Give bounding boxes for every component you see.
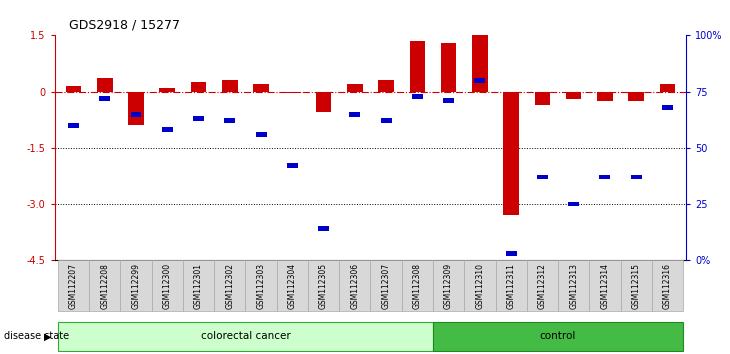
Text: GSM112309: GSM112309 [444, 263, 453, 309]
Bar [474, 78, 485, 83]
Text: GSM112301: GSM112301 [194, 263, 203, 309]
Bar [287, 163, 298, 168]
Bar [131, 112, 142, 116]
Bar [620, 260, 652, 312]
Bar [222, 80, 238, 92]
Bar [285, 92, 300, 93]
Text: GSM112303: GSM112303 [256, 263, 266, 309]
Bar [308, 260, 339, 312]
Bar [193, 116, 204, 121]
Text: GDS2918 / 15277: GDS2918 / 15277 [69, 19, 180, 32]
Bar [597, 92, 612, 101]
Bar [443, 98, 454, 103]
Bar [662, 105, 673, 110]
Bar [89, 260, 120, 312]
Bar [629, 92, 644, 101]
Bar [464, 260, 496, 312]
Bar [339, 260, 370, 312]
Bar [496, 260, 527, 312]
Text: GSM112315: GSM112315 [631, 263, 641, 309]
Bar [58, 260, 89, 312]
Text: GSM112207: GSM112207 [69, 263, 78, 309]
Text: ▶: ▶ [44, 331, 51, 341]
Bar [558, 260, 589, 312]
Bar [631, 175, 642, 179]
Bar [97, 79, 112, 92]
Text: GSM112316: GSM112316 [663, 263, 672, 309]
Bar [159, 88, 175, 92]
Bar [350, 112, 361, 116]
Bar [162, 127, 173, 132]
Bar [128, 92, 144, 125]
Bar [412, 94, 423, 98]
Text: colorectal cancer: colorectal cancer [201, 331, 291, 341]
Bar [245, 260, 277, 312]
Bar [589, 260, 620, 312]
Text: GSM112300: GSM112300 [163, 263, 172, 309]
Bar [99, 96, 110, 101]
Text: GSM112302: GSM112302 [226, 263, 234, 309]
Bar [537, 175, 548, 179]
Bar [68, 123, 79, 128]
Bar [568, 201, 579, 206]
Text: control: control [540, 331, 576, 341]
Bar [660, 84, 675, 92]
Text: GSM112305: GSM112305 [319, 263, 328, 309]
Bar [506, 251, 517, 256]
Bar [433, 322, 683, 350]
Bar [472, 35, 488, 92]
Text: GSM112313: GSM112313 [569, 263, 578, 309]
Bar [378, 80, 394, 92]
Bar [318, 226, 329, 231]
Bar [277, 260, 308, 312]
Bar [224, 118, 235, 123]
Text: GSM112312: GSM112312 [538, 263, 547, 309]
Text: GSM112299: GSM112299 [131, 263, 141, 309]
Text: GSM112314: GSM112314 [600, 263, 610, 309]
Bar [652, 260, 683, 312]
Bar [503, 92, 519, 215]
Bar [441, 43, 456, 92]
Bar [191, 82, 207, 92]
Bar [599, 175, 610, 179]
Text: GSM112311: GSM112311 [507, 263, 515, 309]
Text: GSM112307: GSM112307 [382, 263, 391, 309]
Text: disease state: disease state [4, 331, 69, 341]
Bar [316, 92, 331, 112]
Bar [120, 260, 152, 312]
Bar [347, 84, 363, 92]
Bar [433, 260, 464, 312]
Bar [255, 132, 266, 137]
Bar [370, 260, 402, 312]
Bar [534, 92, 550, 105]
Bar [410, 41, 425, 92]
Bar [253, 84, 269, 92]
Text: GSM112208: GSM112208 [100, 263, 110, 309]
Bar [152, 260, 183, 312]
Bar [66, 86, 81, 92]
Text: GSM112308: GSM112308 [413, 263, 422, 309]
Text: GSM112306: GSM112306 [350, 263, 359, 309]
Bar [402, 260, 433, 312]
Bar [58, 322, 433, 350]
Bar [527, 260, 558, 312]
Bar [380, 118, 391, 123]
Bar [183, 260, 214, 312]
Text: GSM112310: GSM112310 [475, 263, 485, 309]
Bar [214, 260, 245, 312]
Text: GSM112304: GSM112304 [288, 263, 297, 309]
Bar [566, 92, 582, 99]
